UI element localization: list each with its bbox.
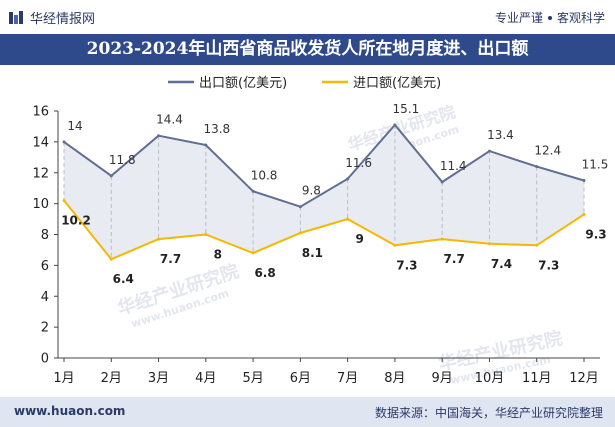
export-point (440, 180, 444, 184)
chart-title: 2023-2024年山西省商品收发货人所在地月度进、出口额 (0, 34, 615, 65)
x-tick-label: 3月 (148, 371, 169, 386)
y-tick-label: 8 (41, 228, 49, 243)
import-point (298, 231, 302, 235)
legend-export-label: 出口额(亿美元) (199, 76, 287, 91)
x-tick-label: 1月 (53, 371, 74, 386)
legend: 出口额(亿美元) 进口额(亿美元) (168, 76, 441, 91)
top-bar: 华经情报网 专业严谨 客观科学 (0, 0, 615, 34)
import-point (204, 233, 208, 236)
x-tick-label: 9月 (432, 371, 453, 386)
import-data-label: 6.8 (254, 266, 275, 280)
x-tick-label: 5月 (242, 371, 263, 386)
y-tick-label: 2 (41, 321, 49, 336)
y-tick-label: 4 (41, 290, 49, 305)
brand: 华经情报网 (8, 8, 95, 27)
export-data-label: 14 (67, 119, 82, 133)
export-point (62, 140, 66, 144)
tagline-left: 专业严谨 (494, 11, 543, 25)
import-point (535, 243, 539, 247)
brand-name: 华经情报网 (30, 12, 96, 27)
export-data-label: 14.4 (156, 113, 183, 127)
import-point (440, 237, 444, 241)
import-line (63, 199, 585, 261)
import-data-label: 9.3 (585, 227, 606, 241)
drop-lines (63, 124, 585, 260)
export-data-label: 9.8 (302, 184, 321, 198)
export-point (393, 123, 397, 127)
x-tick-label: 2月 (101, 371, 122, 386)
import-point (487, 242, 491, 246)
export-data-label: 13.8 (203, 122, 230, 136)
band-layer (64, 124, 584, 260)
footer-url: www.huaon.com (14, 404, 126, 418)
export-point (346, 177, 350, 181)
export-point (535, 165, 539, 169)
x-tick-label: 8月 (384, 371, 405, 386)
data-labels: 14 11.8 14.4 13.8 10.8 9.8 11.6 15.1 11.4 13.4 12.… (61, 102, 608, 286)
export-data-label: 11.5 (582, 157, 609, 171)
export-point (251, 189, 255, 193)
y-tick-label: 6 (41, 259, 49, 274)
export-point (487, 149, 491, 153)
tagline: 专业严谨 客观科学 (495, 9, 605, 26)
y-tick-label: 12 (32, 166, 49, 181)
import-data-label: 10.2 (61, 214, 91, 228)
series-layer (62, 123, 586, 261)
export-data-label: 10.8 (251, 168, 278, 182)
line-chart: 华经产业研究院www.huaon.com华经产业研究院www.huaon.com… (32, 76, 608, 387)
import-data-label: 7.7 (160, 252, 181, 266)
brand-logo-icon (9, 10, 23, 24)
x-tick-label: 6月 (290, 371, 311, 386)
export-point (157, 134, 161, 138)
import-data-label: 7.3 (538, 258, 559, 272)
export-data-label: 11.4 (440, 159, 467, 173)
import-data-label: 7.3 (396, 258, 417, 272)
footer: www.huaon.com 数据来源：中国海关，华经产业研究院整理 (0, 397, 615, 427)
import-data-label: 8.1 (302, 246, 323, 260)
export-point (204, 143, 208, 147)
export-point (582, 178, 586, 182)
y-tick-label: 16 (32, 105, 49, 120)
import-data-label: 8 (214, 248, 222, 262)
export-data-label: 11.8 (109, 153, 136, 167)
import-data-label: 7.7 (444, 252, 465, 266)
import-point (62, 199, 66, 203)
x-tick-label: 10月 (475, 371, 505, 386)
y-tick-label: 0 (41, 352, 49, 367)
export-data-label: 15.1 (393, 102, 420, 116)
axes: 0 2 4 6 8 10 12 14 16 1月 2月 3月 4月 5月 6月 7月 8月 9月 10月 11月 12月 (32, 105, 600, 386)
import-point (157, 237, 161, 241)
y-tick-label: 14 (32, 135, 49, 150)
y-tick-label: 10 (32, 197, 49, 212)
import-point (109, 257, 113, 261)
import-data-label: 7.4 (491, 257, 512, 271)
export-point (109, 174, 113, 178)
export-data-label: 12.4 (534, 144, 561, 158)
import-point (393, 243, 397, 247)
import-data-label: 6.4 (113, 272, 134, 286)
tagline-right: 客观科学 (556, 11, 605, 25)
import-point (582, 212, 586, 216)
area-band (64, 124, 584, 260)
export-data-label: 11.6 (345, 156, 372, 170)
export-data-label: 13.4 (487, 128, 514, 142)
x-tick-label: 4月 (195, 371, 216, 386)
x-tick-label: 7月 (337, 371, 358, 386)
import-point (251, 251, 255, 255)
footer-source: 数据来源：中国海关，华经产业研究院整理 (374, 406, 603, 420)
dot-separator-icon (547, 16, 552, 20)
import-point (346, 217, 350, 221)
import-data-label: 9 (355, 232, 363, 246)
x-tick-label: 12月 (569, 371, 599, 386)
export-line (63, 123, 585, 208)
export-point (298, 205, 302, 209)
legend-import-label: 进口额(亿美元) (353, 76, 441, 91)
x-tick-label: 11月 (522, 371, 552, 386)
